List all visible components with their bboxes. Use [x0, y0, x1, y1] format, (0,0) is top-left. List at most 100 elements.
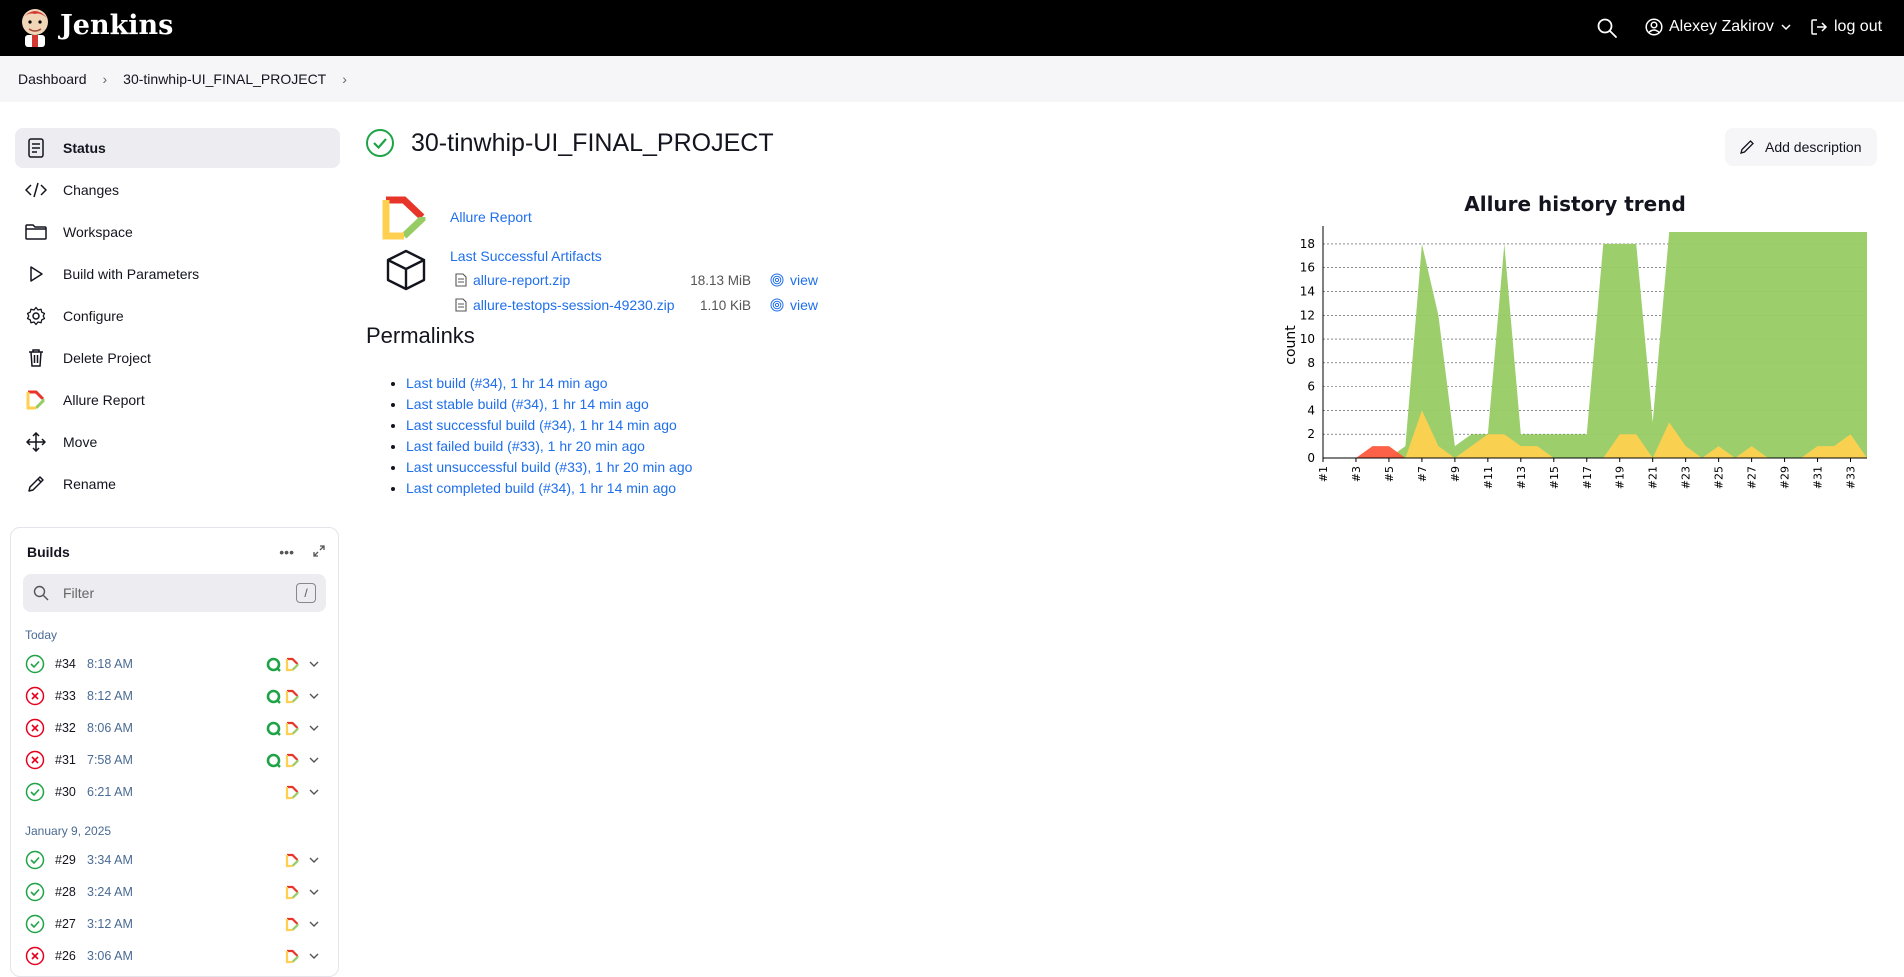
- build-time[interactable]: 3:06 AM: [87, 949, 133, 963]
- build-row[interactable]: #33 8:12 AM: [23, 680, 326, 712]
- allure-icon[interactable]: [285, 689, 300, 704]
- y-tick-label: 4: [1307, 403, 1315, 417]
- sidebar-item-rename[interactable]: Rename: [15, 464, 340, 504]
- breadcrumb-dashboard[interactable]: Dashboard: [18, 71, 87, 87]
- build-row[interactable]: #32 8:06 AM: [23, 712, 326, 744]
- build-time[interactable]: 8:06 AM: [87, 721, 133, 735]
- build-time[interactable]: 3:12 AM: [87, 917, 133, 931]
- allure-icon[interactable]: [285, 853, 300, 868]
- build-time[interactable]: 3:24 AM: [87, 885, 133, 899]
- sidebar-item-configure[interactable]: Configure: [15, 296, 340, 336]
- testops-icon[interactable]: [266, 657, 281, 672]
- allure-report-link[interactable]: Allure Report: [450, 209, 532, 225]
- permalink-last-stable-build[interactable]: Last stable build (#34), 1 hr 14 min ago: [406, 396, 649, 412]
- build-number[interactable]: #31: [55, 753, 76, 767]
- sidebar-item-changes[interactable]: Changes: [15, 170, 340, 210]
- series-area-2: [1323, 446, 1867, 458]
- search-icon[interactable]: [1596, 17, 1618, 39]
- build-number[interactable]: #33: [55, 689, 76, 703]
- sidebar-item-build-with-parameters[interactable]: Build with Parameters: [15, 254, 340, 294]
- chevron-down-icon[interactable]: [308, 658, 320, 670]
- logout-link[interactable]: log out: [1810, 18, 1882, 36]
- artifact-view-link[interactable]: view: [770, 272, 818, 288]
- add-description-button[interactable]: Add description: [1725, 128, 1877, 166]
- build-row[interactable]: #34 8:18 AM: [23, 648, 326, 680]
- chevron-down-icon[interactable]: [308, 854, 320, 866]
- build-number[interactable]: #34: [55, 657, 76, 671]
- user-menu[interactable]: Alexey Zakirov: [1645, 18, 1792, 36]
- chevron-down-icon[interactable]: [308, 950, 320, 962]
- success-status-icon: [25, 850, 45, 870]
- build-time[interactable]: 3:34 AM: [87, 853, 133, 867]
- x-tick-label: #27: [1746, 466, 1759, 489]
- last-successful-artifacts-link[interactable]: Last Successful Artifacts: [450, 248, 602, 264]
- allure-icon[interactable]: [285, 785, 300, 800]
- testops-icon[interactable]: [266, 689, 281, 704]
- allure-icon[interactable]: [285, 885, 300, 900]
- build-number[interactable]: #32: [55, 721, 76, 735]
- expand-icon[interactable]: [312, 544, 326, 558]
- builds-filter-input[interactable]: Filter /: [23, 574, 326, 612]
- build-row[interactable]: #28 3:24 AM: [23, 876, 326, 908]
- build-row[interactable]: #31 7:58 AM: [23, 744, 326, 776]
- permalink-last-successful-build[interactable]: Last successful build (#34), 1 hr 14 min…: [406, 417, 677, 433]
- build-row[interactable]: #30 6:21 AM: [23, 776, 326, 808]
- artifact-name[interactable]: allure-report.zip: [473, 272, 571, 288]
- sidebar-item-move[interactable]: Move: [15, 422, 340, 462]
- build-time[interactable]: 8:18 AM: [87, 657, 133, 671]
- testops-icon[interactable]: [266, 753, 281, 768]
- build-row[interactable]: #27 3:12 AM: [23, 908, 326, 940]
- chevron-down-icon[interactable]: [308, 754, 320, 766]
- sidebar-item-allure-report[interactable]: Allure Report: [15, 380, 340, 420]
- sidebar-item-status[interactable]: Status: [15, 128, 340, 168]
- x-tick-label: #33: [1845, 466, 1858, 489]
- artifact-item[interactable]: allure-testops-session-49230.zip: [455, 297, 675, 313]
- breadcrumb-project[interactable]: 30-tinwhip-UI_FINAL_PROJECT: [123, 71, 327, 87]
- allure-icon[interactable]: [285, 949, 300, 964]
- chevron-down-icon[interactable]: [308, 690, 320, 702]
- brand-name[interactable]: Jenkins: [60, 10, 174, 41]
- build-number[interactable]: #26: [55, 949, 76, 963]
- success-status-icon: [25, 654, 45, 674]
- build-number[interactable]: #28: [55, 885, 76, 899]
- sidebar-item-workspace[interactable]: Workspace: [15, 212, 340, 252]
- artifact-size: 18.13 MiB: [690, 273, 751, 288]
- permalink-last-completed-build[interactable]: Last completed build (#34), 1 hr 14 min …: [406, 480, 677, 496]
- allure-icon[interactable]: [285, 753, 300, 768]
- allure-icon[interactable]: [285, 917, 300, 932]
- build-time[interactable]: 8:12 AM: [87, 689, 133, 703]
- breadcrumb-separator-icon[interactable]: ›: [342, 71, 347, 87]
- failed-status-icon: [25, 686, 45, 706]
- chevron-down-icon[interactable]: [308, 886, 320, 898]
- chevron-down-icon[interactable]: [308, 722, 320, 734]
- permalink-last-build[interactable]: Last build (#34), 1 hr 14 min ago: [406, 375, 608, 391]
- artifact-item[interactable]: allure-report.zip: [455, 272, 570, 288]
- sidebar-item-delete-project[interactable]: Delete Project: [15, 338, 340, 378]
- permalink-last-failed-build[interactable]: Last failed build (#33), 1 hr 20 min ago: [406, 438, 645, 454]
- artifact-name[interactable]: allure-testops-session-49230.zip: [473, 297, 675, 313]
- play-icon: [25, 263, 47, 285]
- build-number[interactable]: #29: [55, 853, 76, 867]
- jenkins-logo-icon[interactable]: [18, 6, 52, 48]
- allure-icon[interactable]: [285, 721, 300, 736]
- artifact-view-link[interactable]: view: [770, 297, 818, 313]
- build-time[interactable]: 7:58 AM: [87, 753, 133, 767]
- build-time[interactable]: 6:21 AM: [87, 785, 133, 799]
- build-number[interactable]: #30: [55, 785, 76, 799]
- build-number[interactable]: #27: [55, 917, 76, 931]
- permalink-last-unsuccessful-build[interactable]: Last unsuccessful build (#33), 1 hr 20 m…: [406, 459, 693, 475]
- chevron-down-icon[interactable]: [308, 786, 320, 798]
- chevron-down-icon[interactable]: [308, 918, 320, 930]
- build-badges: [285, 885, 300, 900]
- build-row[interactable]: #29 3:34 AM: [23, 844, 326, 876]
- testops-icon[interactable]: [266, 721, 281, 736]
- sidebar-item-label: Changes: [63, 182, 120, 198]
- more-icon[interactable]: •••: [279, 544, 294, 560]
- page-title: 30-tinwhip-UI_FINAL_PROJECT: [411, 128, 774, 157]
- artifact-view-label[interactable]: view: [790, 272, 819, 288]
- build-row[interactable]: #26 3:06 AM: [23, 940, 326, 972]
- allure-history-trend-chart[interactable]: 0 2 4 6 8 10 12 14 16 18 #1 #3 #5 #7 #9 #11 #13 #15 #17 #19…: [1275, 185, 1875, 500]
- artifact-view-label[interactable]: view: [790, 297, 819, 313]
- allure-icon[interactable]: [285, 657, 300, 672]
- x-tick-label: #19: [1614, 466, 1627, 489]
